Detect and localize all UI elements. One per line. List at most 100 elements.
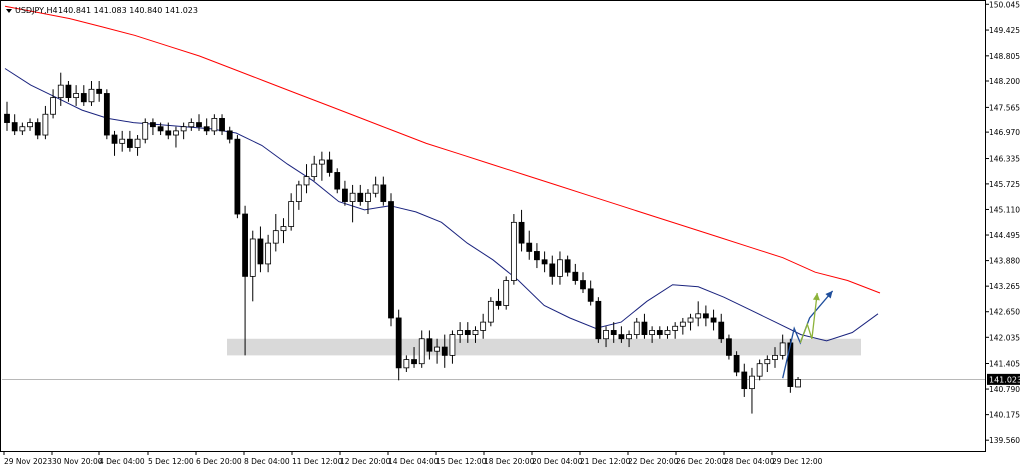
candle (633, 317, 640, 339)
candle-body (196, 122, 202, 128)
candle (165, 122, 172, 140)
candle-body (257, 238, 264, 265)
candle (249, 230, 256, 302)
candle (50, 89, 56, 119)
candle (587, 280, 594, 306)
candle-body (111, 134, 118, 144)
candle-body (342, 188, 348, 202)
y-tick-label: 149.425 (989, 26, 1020, 35)
candle (472, 326, 479, 343)
y-tick-label: 148.805 (989, 52, 1020, 61)
candle (280, 218, 287, 244)
candle (749, 367, 755, 414)
candle (610, 322, 617, 343)
candle (718, 313, 725, 343)
candle (687, 313, 694, 331)
x-tick-label: 29 Dec 12:00 (772, 457, 823, 466)
candle-body (418, 338, 425, 365)
candle-body (395, 317, 402, 369)
x-tick-label: 18 Dec 20:00 (484, 457, 535, 466)
candle (288, 193, 295, 231)
candle (418, 330, 425, 368)
candle (526, 230, 533, 260)
candle-body (126, 138, 133, 148)
candle (80, 85, 87, 106)
candle-body (334, 172, 341, 190)
candle (564, 255, 571, 277)
candle (541, 251, 548, 273)
candle (203, 118, 210, 136)
candle-body (311, 163, 318, 178)
candle-body (388, 201, 394, 319)
candle (180, 122, 187, 140)
candle-body (695, 313, 702, 319)
candle-body (380, 184, 387, 202)
y-tick-label: 145.110 (989, 205, 1020, 214)
x-tick-label: 6 Dec 20:00 (196, 457, 242, 466)
candle (342, 180, 348, 206)
candle (510, 214, 517, 285)
y-tick-label: 140.175 (989, 411, 1020, 420)
ohlc-readout: 140.841 141.083 140.840 141.023 (58, 6, 198, 15)
y-tick-label: 142.650 (989, 308, 1020, 317)
candle (318, 151, 325, 181)
candle (741, 363, 748, 397)
candle-body (733, 354, 740, 373)
y-tick-label: 146.335 (989, 155, 1020, 164)
candle-body (219, 118, 225, 132)
candle-body (633, 321, 640, 335)
candle (34, 118, 41, 140)
candle-body (710, 317, 717, 323)
candle (334, 168, 341, 194)
candle (603, 326, 609, 348)
candle-body (503, 280, 510, 306)
candle-body (518, 221, 525, 244)
candle-body (687, 317, 694, 323)
candle-body (272, 230, 279, 244)
candle-body (134, 138, 141, 148)
candle-body (564, 259, 571, 273)
candle-body (495, 300, 502, 306)
candle (702, 305, 709, 327)
support-zone-layer (227, 338, 861, 356)
caret-down-icon[interactable] (6, 9, 12, 13)
candle-body (572, 271, 579, 281)
arrow-head-icon (825, 290, 833, 299)
candle-body (372, 184, 379, 194)
x-tick-label: 5 Dec 12:00 (148, 457, 194, 466)
candle (365, 189, 371, 215)
candle-body (626, 334, 632, 340)
time-axis: 29 Nov 2023 30 Nov 20:004 Dec 04:00 5 Dec … (3, 451, 823, 466)
x-tick-label: 12 Dec 20:00 (340, 457, 391, 466)
candle-body (726, 338, 732, 356)
candle-body (779, 342, 786, 356)
y-tick-label: 145.725 (989, 180, 1020, 189)
candle (357, 184, 364, 206)
candle-body (280, 226, 287, 232)
candle (572, 263, 579, 285)
candle-body (165, 130, 172, 136)
candle-body (434, 346, 440, 352)
y-tick-label: 144.495 (989, 231, 1020, 240)
candle (257, 226, 264, 273)
candle-body (641, 321, 648, 335)
candle-body (480, 321, 487, 331)
candle (196, 114, 202, 131)
candle-body (649, 330, 656, 335)
candle (27, 118, 33, 131)
candle-body (526, 242, 533, 252)
candle (441, 334, 448, 368)
candle (756, 359, 763, 381)
candle-body (142, 122, 149, 140)
candle (549, 255, 556, 285)
candle-body (411, 359, 417, 365)
candle-body (50, 97, 56, 115)
x-tick-label: 29 Nov 2023 (4, 457, 52, 466)
candle-body (188, 122, 195, 128)
y-tick-label: 140.790 (989, 385, 1020, 394)
x-tick-label: 11 Dec 12:00 (292, 457, 343, 466)
candle-body (764, 359, 771, 365)
candle-body (157, 126, 164, 132)
